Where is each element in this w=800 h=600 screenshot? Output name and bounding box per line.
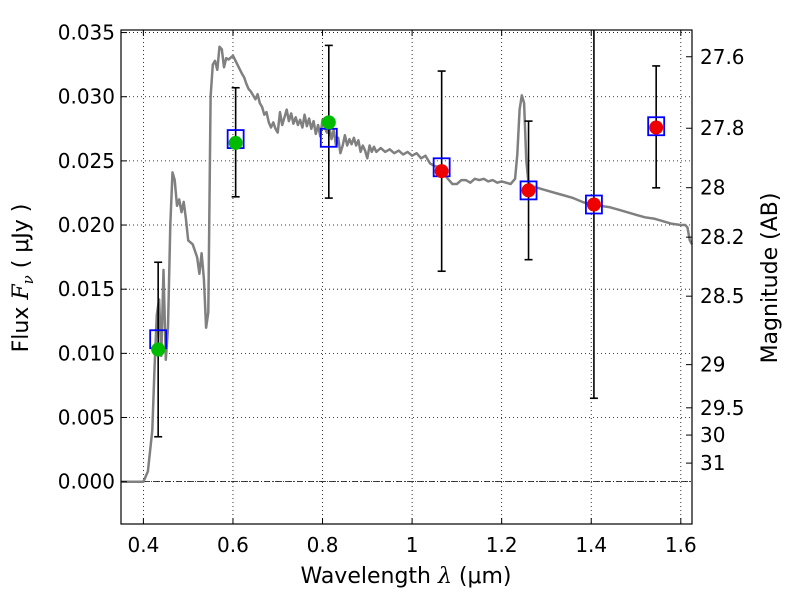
y-tick-label: 0.035 (58, 21, 115, 45)
observed-points-layer (151, 115, 664, 357)
y-tick-label: 0.025 (58, 149, 115, 173)
observed-point (151, 342, 166, 357)
grid-lines (121, 30, 692, 524)
model-photometry-box (519, 180, 538, 201)
mag-tick-label: 28.2 (700, 225, 745, 249)
axis-ticks: 0.4 0.6 0.8 1 1.2 1.4 1.6 0.000 0.005 0.010 0.015 0… (58, 21, 745, 557)
mag-tick-label: 27.8 (700, 116, 745, 140)
y-tick-label: 0.015 (58, 277, 115, 301)
observed-point (321, 115, 336, 130)
observed-point (434, 164, 449, 179)
y-tick-label: 0.020 (58, 213, 115, 237)
mag-tick-label: 30 (700, 423, 725, 447)
observed-point (228, 135, 243, 150)
y-tick-label: 0.030 (58, 85, 115, 109)
y-tick-label: 0.010 (58, 341, 115, 365)
mag-tick-label: 28.5 (700, 284, 745, 308)
mag-tick-label: 29.5 (700, 396, 745, 420)
mag-tick-label: 31 (700, 451, 725, 475)
y-tick-label: 0.005 (58, 406, 115, 430)
observed-point (586, 197, 601, 212)
y-axis-label: Flux Fν ( μJy ) (9, 204, 37, 353)
mag-tick-label: 29 (700, 353, 725, 377)
x-tick-label: 1.4 (575, 533, 607, 557)
x-axis-label: Wavelength λ (μm) (300, 564, 511, 589)
mag-tick-label: 27.6 (700, 45, 745, 69)
x-tick-label: 1 (406, 533, 419, 557)
error-bars-layer (154, 30, 661, 438)
y-axis-right-label: Magnitude (AB) (758, 193, 783, 364)
mag-tick-label: 28 (700, 176, 725, 200)
y-tick-label: 0.000 (58, 470, 115, 494)
observed-point (649, 120, 664, 135)
model-photometry-box (585, 194, 603, 215)
x-tick-label: 0.6 (217, 533, 249, 557)
x-tick-label: 1.2 (486, 533, 518, 557)
x-tick-label: 0.8 (307, 533, 339, 557)
observed-point (521, 183, 536, 198)
x-tick-label: 0.4 (127, 533, 159, 557)
x-tick-label: 1.6 (665, 533, 697, 557)
model-photometry-box (647, 116, 666, 137)
plot-frame (120, 29, 693, 525)
model-spectrum-line (121, 45, 694, 483)
model-spectrum-layer (121, 45, 694, 483)
